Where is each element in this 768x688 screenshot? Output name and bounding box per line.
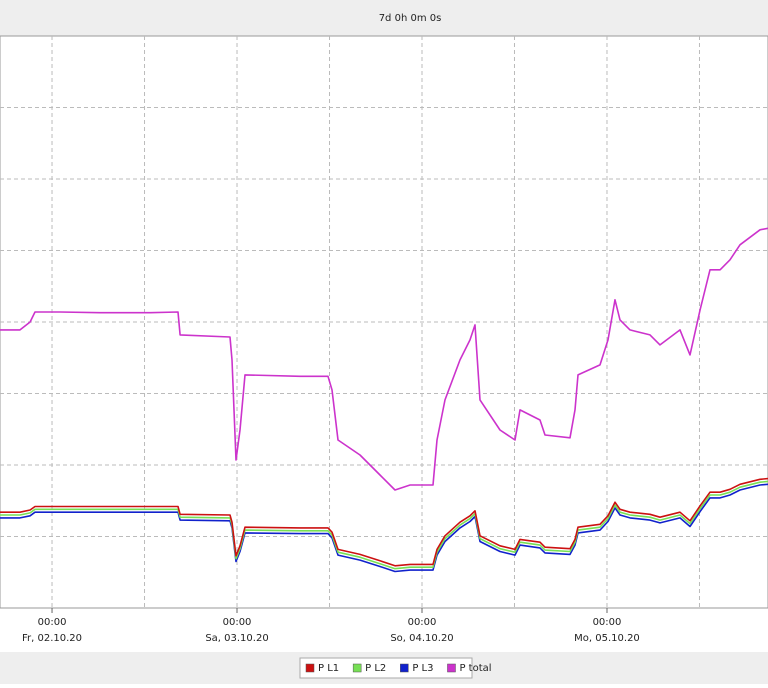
- x-tick-label: 00:00: [223, 617, 252, 628]
- x-tick-label: 00:00: [593, 617, 622, 628]
- legend-label: P total: [459, 663, 491, 674]
- legend-swatch: [400, 663, 409, 673]
- x-tick-date: So, 04.10.20: [390, 633, 453, 644]
- series-line: [0, 227, 768, 491]
- x-tick-date: Mo, 05.10.20: [574, 633, 640, 644]
- x-tick-date: Fr, 02.10.20: [22, 633, 82, 644]
- series-line: [0, 477, 768, 567]
- x-tick-label: 00:00: [38, 617, 67, 628]
- series-line: [0, 480, 768, 570]
- x-tick-label: 00:00: [408, 617, 437, 628]
- legend-swatch: [305, 663, 315, 673]
- series-line: [0, 483, 768, 573]
- chart-title: 7d 0h 0m 0s: [379, 13, 442, 24]
- x-tick-date: Sa, 03.10.20: [205, 633, 268, 644]
- legend-swatch: [447, 663, 456, 673]
- top-bar: [0, 0, 768, 36]
- legend-swatch: [352, 663, 362, 673]
- legend-label: P L1: [318, 663, 339, 674]
- legend-label: P L3: [412, 663, 433, 674]
- legend-box: [299, 657, 473, 679]
- legend-label: P L2: [365, 663, 386, 674]
